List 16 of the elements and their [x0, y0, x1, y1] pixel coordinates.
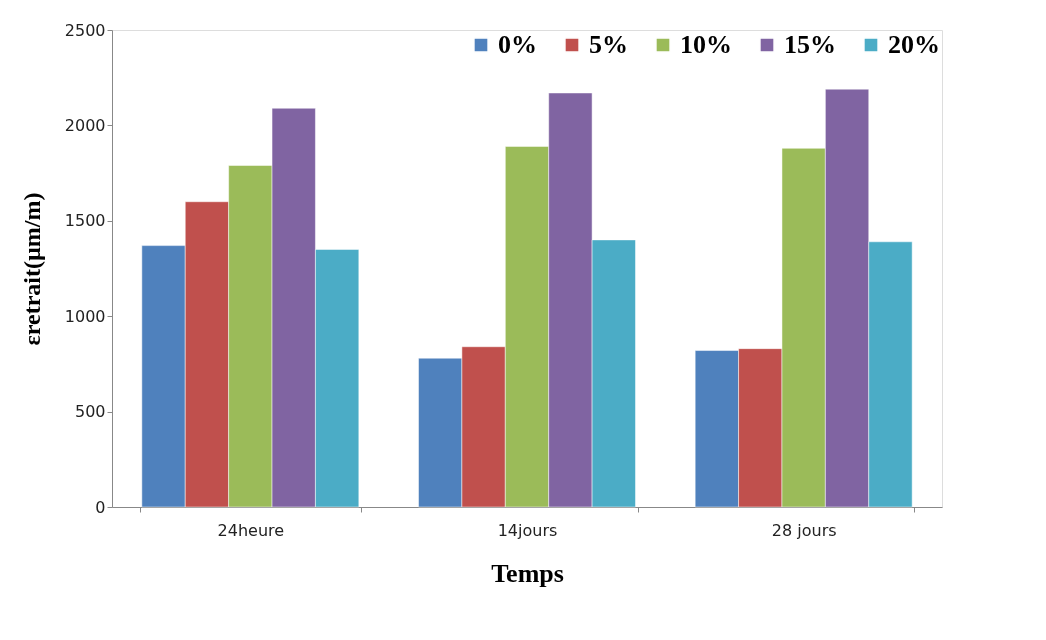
y-tick-label: 1500 — [64, 211, 106, 231]
y-tick-label: 0 — [95, 497, 106, 517]
x-tick-label: 24heure — [217, 520, 285, 540]
x-tick-label: 14jours — [497, 520, 558, 540]
x-tick-label: 28 jours — [771, 520, 837, 540]
legend-label: 20% — [888, 30, 940, 59]
legend-label: 0% — [498, 30, 537, 59]
y-tick-label: 2000 — [64, 115, 106, 135]
y-tick-label: 500 — [74, 402, 106, 422]
y-axis-title: εretrait(µm/m) — [18, 192, 45, 346]
y-tick-label: 2500 — [64, 20, 106, 40]
x-axis-title: Temps — [491, 558, 564, 588]
y-tick-label: 1000 — [64, 306, 106, 326]
legend-label: 5% — [589, 30, 628, 59]
legend-label: 10% — [680, 30, 732, 59]
legend-label: 15% — [784, 30, 836, 59]
